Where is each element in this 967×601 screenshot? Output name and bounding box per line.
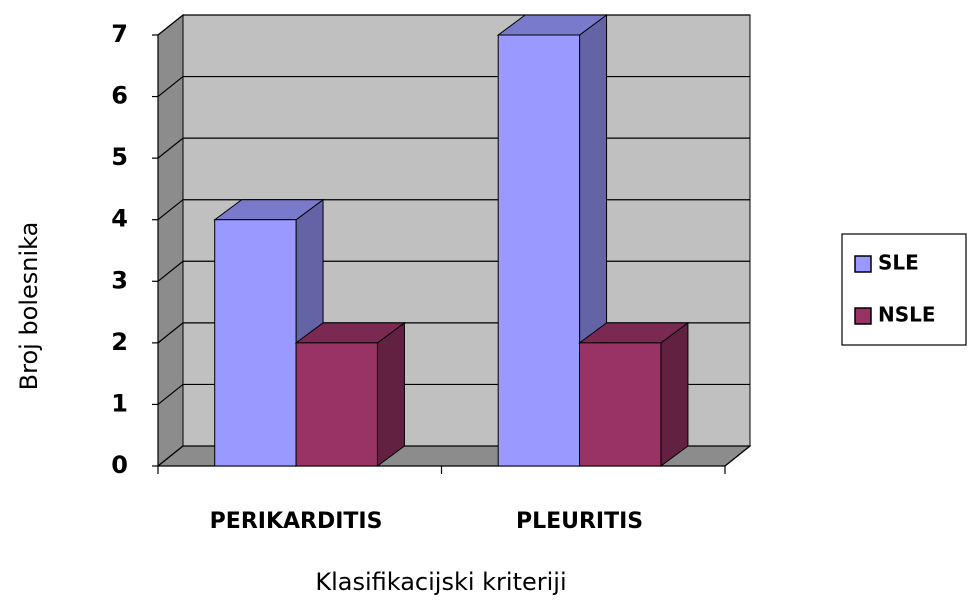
legend-swatch xyxy=(854,307,872,325)
side-wall xyxy=(157,13,184,468)
bar-front xyxy=(214,219,297,467)
y-tick-label: 6 xyxy=(111,82,128,110)
y-tick-label: 7 xyxy=(111,20,128,48)
legend xyxy=(841,233,967,346)
bar-side xyxy=(660,321,689,467)
x-axis-back xyxy=(724,445,751,467)
y-tick-label: 5 xyxy=(111,143,128,171)
x-tick-label: PERIKARDITIS xyxy=(210,509,383,534)
legend-swatch xyxy=(854,255,872,273)
legend-label: SLE xyxy=(878,251,919,275)
bar xyxy=(294,321,406,467)
y-tick-label: 3 xyxy=(111,266,128,294)
bar-front xyxy=(295,342,378,467)
y-tick-label: 1 xyxy=(111,389,128,417)
x-axis-title: Klasifikacijski kriteriji xyxy=(315,568,566,596)
legend-label: NSLE xyxy=(878,303,936,327)
y-tick-label: 0 xyxy=(111,451,128,479)
y-axis-title: Broj bolesnika xyxy=(15,222,43,391)
y-tick-label: 2 xyxy=(111,328,128,356)
y-tick-label: 4 xyxy=(111,205,128,233)
bar xyxy=(578,321,690,467)
bar-front xyxy=(579,342,662,467)
x-tick-label: PLEURITIS xyxy=(516,509,643,534)
bar-side xyxy=(376,321,405,467)
bar-front xyxy=(497,34,581,467)
